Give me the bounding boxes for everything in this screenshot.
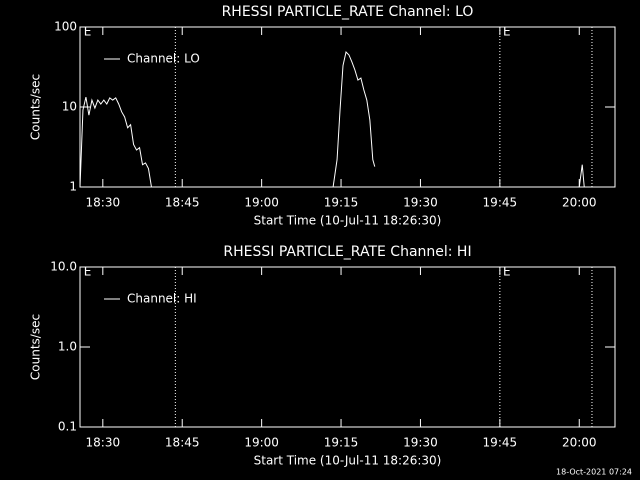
x-tick-label: 18:45 bbox=[165, 196, 200, 210]
x-tick-label: 20:00 bbox=[562, 436, 597, 450]
y-tick-label: 100 bbox=[54, 20, 77, 34]
data-line bbox=[79, 50, 585, 188]
x-tick-label: 19:00 bbox=[244, 196, 279, 210]
x-tick-label: 19:45 bbox=[483, 436, 518, 450]
annotation: E bbox=[503, 25, 511, 39]
legend-label: Channel: LO bbox=[127, 52, 200, 66]
x-tick-label: 19:15 bbox=[324, 436, 359, 450]
x-tick-label: 18:30 bbox=[86, 196, 121, 210]
legend-label: Channel: HI bbox=[127, 292, 197, 306]
y-tick-label: 10 bbox=[62, 100, 77, 114]
x-tick-label: 19:30 bbox=[403, 436, 438, 450]
annotation: E bbox=[503, 265, 511, 279]
y-tick-label: 0.1 bbox=[58, 420, 77, 434]
footer: 18-Oct-2021 07:24 bbox=[556, 468, 632, 477]
x-tick-label: 19:15 bbox=[324, 196, 359, 210]
y-axis-label: Counts/sec bbox=[29, 314, 43, 380]
y-tick-label: 1.0 bbox=[58, 340, 77, 354]
chart-title: RHESSI PARTICLE_RATE Channel: HI bbox=[223, 244, 471, 260]
annotation: E bbox=[84, 25, 92, 39]
y-axis-label: Counts/sec bbox=[29, 74, 43, 140]
annotation: E bbox=[84, 265, 92, 279]
x-tick-label: 18:30 bbox=[86, 436, 121, 450]
x-axis-label: Start Time (10-Jul-11 18:26:30) bbox=[254, 214, 442, 228]
y-tick-label: 10.0 bbox=[50, 260, 77, 274]
x-axis-label: Start Time (10-Jul-11 18:26:30) bbox=[254, 454, 442, 468]
x-tick-label: 20:00 bbox=[562, 196, 597, 210]
y-tick-label: 1 bbox=[69, 180, 77, 194]
x-tick-label: 19:00 bbox=[244, 436, 279, 450]
x-tick-label: 19:30 bbox=[403, 196, 438, 210]
chart-title: RHESSI PARTICLE_RATE Channel: LO bbox=[222, 4, 474, 20]
x-tick-label: 19:45 bbox=[483, 196, 518, 210]
x-tick-label: 18:45 bbox=[165, 436, 200, 450]
